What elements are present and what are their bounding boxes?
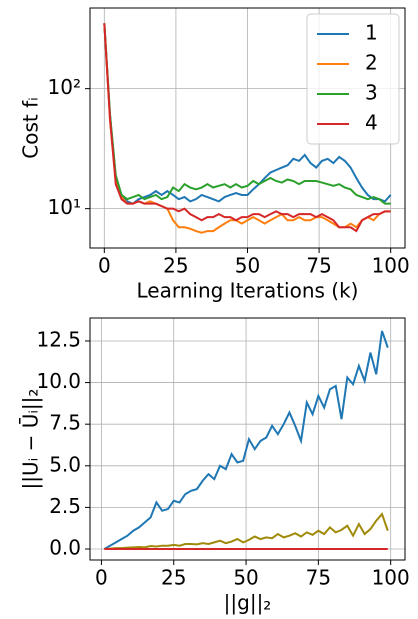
y-tick-label: 2.5 <box>49 494 81 518</box>
series-line <box>103 23 391 205</box>
legend-label: 3 <box>365 81 378 105</box>
x-tick-label: 0 <box>98 254 111 278</box>
series-line <box>104 512 389 551</box>
x-tick-label: 75 <box>306 254 331 278</box>
legend-label: 4 <box>365 111 378 135</box>
legend-box <box>306 13 400 145</box>
y-axis-label: Cost fᵢ <box>19 97 43 158</box>
legend-label: 2 <box>365 51 378 75</box>
x-tick-label: 25 <box>163 254 188 278</box>
x-axis-label: ||g||₂ <box>224 591 272 615</box>
y-tick-label: 10¹ <box>48 195 81 219</box>
x-tick-label: 50 <box>235 254 260 278</box>
x-tick-label: 50 <box>233 566 258 590</box>
y-tick-label: 12.5 <box>36 327 81 351</box>
x-tick-label: 100 <box>372 254 410 278</box>
x-axis-label: Learning Iterations (k) <box>137 279 359 303</box>
y-tick-label: 10² <box>48 75 81 99</box>
x-tick-label: 100 <box>372 566 410 590</box>
series-line <box>103 330 389 550</box>
series-line <box>103 23 391 233</box>
y-tick-label: 5.0 <box>49 452 81 476</box>
plot-frame <box>89 7 406 249</box>
y-tick-label: 0.0 <box>49 536 81 560</box>
plot-frame <box>89 317 406 561</box>
x-tick-label: 75 <box>306 566 331 590</box>
y-axis-label: ||Uᵢ − Ūᵢ||₂ <box>19 389 43 490</box>
legend-label: 1 <box>365 21 378 45</box>
y-tick-label: 10.0 <box>36 369 81 393</box>
series-line <box>103 23 392 205</box>
x-tick-label: 0 <box>95 566 108 590</box>
x-tick-label: 25 <box>161 566 186 590</box>
y-tick-label: 7.5 <box>49 411 81 435</box>
